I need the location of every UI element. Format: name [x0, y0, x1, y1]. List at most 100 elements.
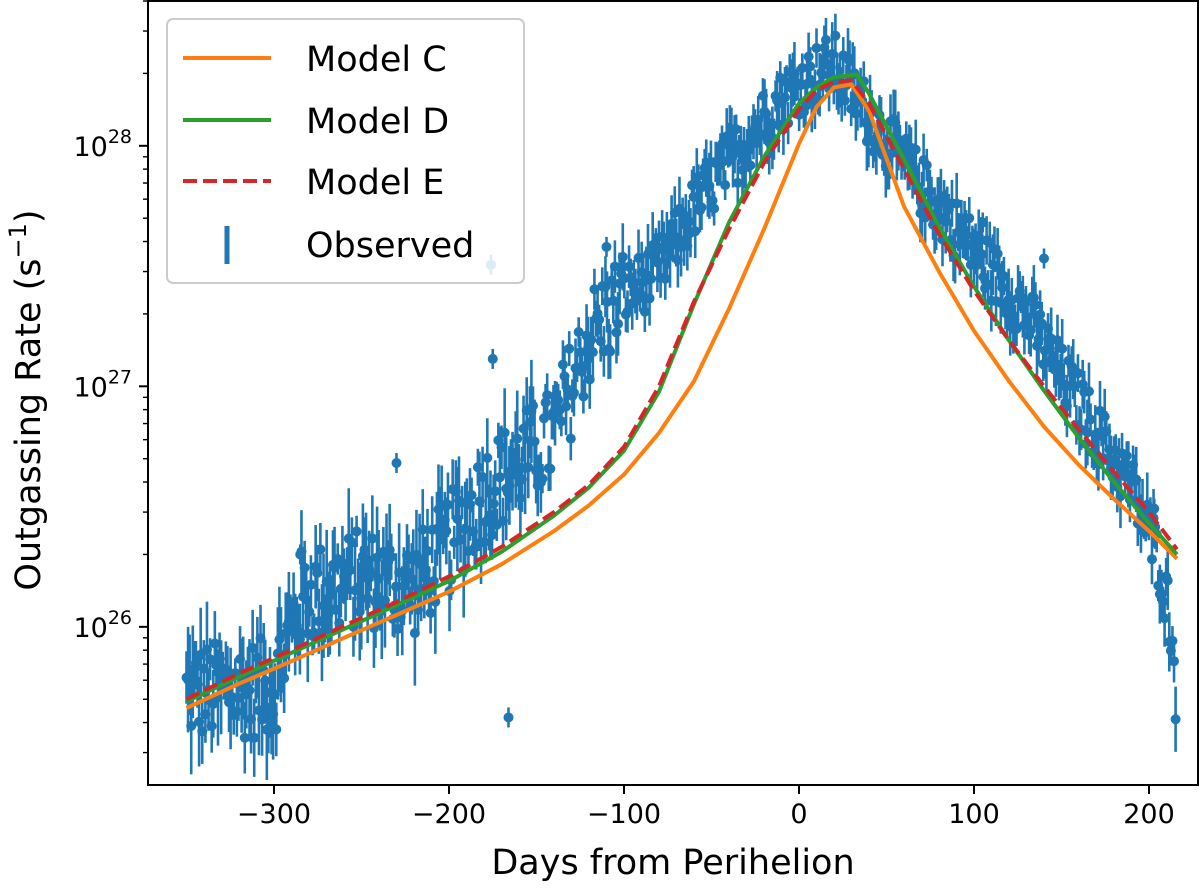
observed-point	[206, 721, 217, 732]
legend-label-model-e: Model E	[306, 163, 444, 203]
observed-point	[1072, 368, 1083, 379]
observed-point	[976, 249, 987, 260]
observed-point	[490, 486, 501, 497]
observed-point	[553, 395, 564, 406]
observed-point	[921, 160, 932, 171]
observed-point	[605, 346, 616, 357]
observed-point	[386, 551, 397, 562]
observed-point	[391, 457, 402, 468]
observed-point	[745, 160, 756, 171]
observed-point	[611, 327, 622, 338]
y-axis-label: Outgassing Rate (s−1)	[4, 209, 49, 590]
observed-point	[839, 95, 850, 106]
observed-point	[441, 525, 452, 536]
observed-point	[803, 51, 814, 62]
observed-point	[1099, 411, 1110, 422]
y-tick-label: 1026	[73, 607, 132, 644]
observed-point	[805, 61, 816, 72]
x-tick-label: −300	[237, 799, 311, 830]
observed-point	[466, 490, 477, 501]
observed-point	[992, 248, 1003, 259]
y-axis-label-exponent: −1	[4, 223, 32, 258]
observed-point	[305, 579, 316, 590]
legend-label-model-c: Model C	[306, 40, 447, 80]
observed-point	[1030, 299, 1041, 310]
observed-point	[720, 180, 731, 191]
observed-point	[617, 251, 628, 262]
observed-point	[780, 92, 790, 103]
observed-point	[568, 387, 579, 398]
x-tick-label: 200	[1123, 799, 1175, 830]
observed-point	[442, 499, 453, 510]
observed-point	[205, 654, 216, 665]
legend-label-observed: Observed	[306, 226, 474, 266]
observed-point	[977, 217, 988, 228]
observed-point	[494, 472, 505, 483]
observed-point	[367, 533, 378, 544]
x-axis-label: Days from Perihelion	[491, 843, 854, 883]
y-tick-label: 1028	[73, 126, 132, 163]
observed-point	[557, 359, 568, 370]
observed-point	[1169, 656, 1180, 667]
y-axis-label-close: )	[9, 209, 49, 223]
y-axis-label-text: Outgassing Rate (s	[9, 258, 49, 590]
observed-point	[594, 314, 605, 325]
observed-point	[797, 62, 808, 73]
observed-point	[646, 273, 657, 284]
observed-point	[731, 124, 742, 135]
observed-point	[690, 226, 701, 237]
observed-point	[488, 498, 499, 509]
model-curves-layer	[185, 72, 1179, 710]
observed-point	[249, 732, 260, 743]
observed-point	[309, 627, 320, 638]
x-tick-label: 0	[790, 799, 807, 830]
x-tick-label: 100	[948, 799, 1000, 830]
observed-point	[422, 545, 433, 556]
observed-point	[545, 463, 556, 474]
observed-point	[499, 427, 510, 438]
observed-point	[709, 203, 720, 214]
observed-point	[565, 433, 576, 444]
observed-point	[512, 433, 523, 444]
observed-point	[295, 549, 306, 560]
legend: Model C Model D Model E Observed	[166, 18, 525, 284]
observed-point	[1170, 714, 1181, 725]
observed-point	[425, 607, 436, 618]
observed-point	[351, 526, 362, 537]
observed-point	[817, 69, 828, 80]
observed-point	[1085, 414, 1096, 425]
observed-point	[578, 391, 589, 402]
legend-label-model-d: Model D	[306, 102, 449, 142]
observed-point	[951, 198, 962, 209]
observed-point	[613, 318, 624, 329]
observed-point	[1083, 386, 1094, 397]
observed-point	[1035, 309, 1046, 320]
observed-point	[528, 400, 538, 411]
observed-point	[523, 462, 534, 473]
observed-point	[561, 401, 572, 412]
observed-point	[1146, 554, 1157, 565]
observed-point	[379, 595, 390, 606]
observed-point	[487, 353, 498, 364]
observed-point	[573, 327, 584, 338]
x-axis-ticks: −300 −200 −100 0 100 200	[237, 785, 1175, 830]
observed-point	[279, 673, 290, 684]
observed-point	[1039, 253, 1049, 264]
observed-point	[271, 724, 282, 735]
observed-point	[239, 732, 250, 743]
observed-point	[964, 213, 975, 224]
observed-point	[345, 565, 356, 576]
legend-box	[166, 18, 525, 284]
observed-point	[1057, 343, 1068, 354]
observed-point	[732, 177, 743, 188]
observed-point	[1121, 450, 1132, 461]
observed-point	[186, 720, 197, 731]
observed-point	[556, 416, 567, 427]
observed-point	[1159, 613, 1170, 624]
x-tick-label: −100	[587, 799, 661, 830]
observed-point	[244, 685, 255, 696]
observed-point	[417, 524, 428, 535]
plot-frame	[147, 0, 1199, 786]
observed-point	[542, 390, 553, 401]
